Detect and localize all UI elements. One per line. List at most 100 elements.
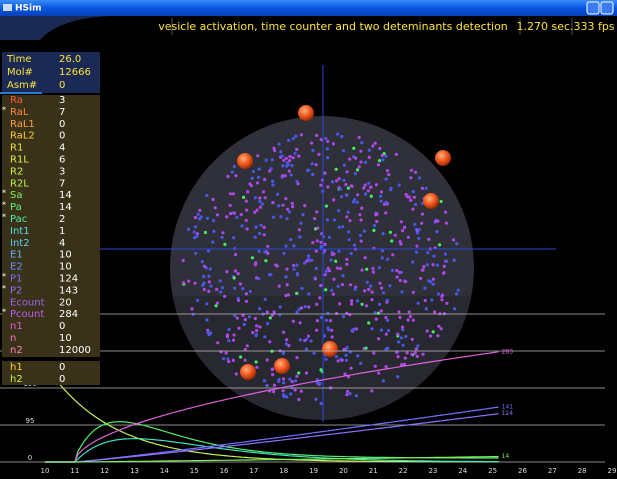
molecule (372, 352, 375, 355)
molecule (342, 315, 345, 318)
molecule (216, 213, 219, 216)
molecule (335, 168, 338, 171)
molecule (204, 231, 207, 234)
molecule (294, 388, 297, 391)
molecule (434, 220, 437, 223)
molecule (418, 228, 421, 231)
molecule (346, 390, 349, 393)
molecule (212, 219, 215, 222)
molecule (212, 230, 215, 233)
molecule (332, 293, 335, 296)
molecule (365, 304, 368, 307)
molecule (203, 288, 206, 291)
molecule (354, 172, 357, 175)
molecule (361, 269, 364, 272)
x-tick-label: 24 (458, 467, 467, 475)
molecule (407, 318, 410, 321)
molecule (313, 352, 316, 355)
molecule (292, 320, 295, 323)
molecule (377, 163, 380, 166)
x-tick-label: 12 (100, 467, 109, 475)
molecule (408, 195, 411, 198)
molecule (404, 280, 407, 283)
molecule (368, 156, 371, 159)
molecule (340, 195, 343, 198)
molecule (228, 328, 231, 331)
molecule (412, 190, 415, 193)
vesicle (237, 153, 253, 169)
molecule (415, 245, 418, 248)
molecule (300, 390, 303, 393)
molecule (285, 275, 288, 278)
molecule (385, 365, 388, 368)
molecule (350, 367, 353, 370)
molecule (345, 354, 348, 357)
molecule (374, 365, 377, 368)
molecule (266, 245, 269, 248)
molecule (235, 372, 238, 375)
molecule (372, 247, 375, 250)
molecule (337, 285, 340, 288)
molecule (300, 222, 303, 225)
molecule (246, 227, 249, 230)
molecule (285, 217, 288, 220)
molecule (295, 180, 298, 183)
molecule (236, 317, 239, 320)
molecule (381, 158, 384, 161)
molecule (348, 158, 351, 161)
molecule (319, 241, 322, 244)
x-tick-label: 13 (130, 467, 139, 475)
molecule (314, 398, 317, 401)
molecule (285, 338, 288, 341)
molecule (396, 355, 399, 358)
molecule (455, 242, 458, 245)
molecule (352, 147, 355, 150)
molecule (345, 393, 348, 396)
species-name: Pac (10, 214, 27, 225)
molecule (226, 357, 229, 360)
molecule (291, 202, 294, 205)
molecule (271, 158, 274, 161)
species-value: 1 (59, 226, 65, 237)
molecule (200, 215, 203, 218)
molecule (398, 271, 401, 274)
molecule (424, 299, 427, 302)
molecule (432, 263, 435, 266)
molecule (337, 359, 340, 362)
cell-view (100, 65, 556, 448)
molecule (263, 251, 266, 254)
window-title: HSim (15, 4, 41, 14)
molecule (254, 317, 257, 320)
molecule (395, 269, 398, 272)
species-value: 14 (59, 190, 72, 201)
species-value: 0 (59, 131, 65, 142)
molecule (365, 347, 368, 350)
minimize-button[interactable] (587, 2, 599, 14)
molecule (310, 339, 313, 342)
molecule (380, 309, 383, 312)
molecule (422, 265, 425, 268)
molecule (258, 250, 261, 253)
molecule (401, 229, 404, 232)
molecule (375, 183, 378, 186)
molecule (326, 140, 329, 143)
molecule (258, 168, 261, 171)
molecule (287, 344, 290, 347)
species-name: RaL2 (10, 131, 35, 142)
marker: * (2, 201, 6, 210)
molecule (338, 302, 341, 305)
molecule (330, 329, 333, 332)
molecule (265, 384, 268, 387)
molecule (396, 333, 399, 336)
maximize-button[interactable] (601, 2, 613, 14)
molecule (293, 268, 296, 271)
x-tick-label: 23 (428, 467, 437, 475)
molecule (245, 292, 248, 295)
molecule (349, 392, 352, 395)
x-tick-label: 28 (578, 467, 587, 475)
molecule (409, 315, 412, 318)
molecule (245, 219, 248, 222)
molecule (417, 302, 420, 305)
species-value: 7 (59, 178, 65, 189)
